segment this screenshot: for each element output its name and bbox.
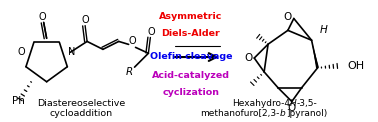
Text: O: O (147, 27, 155, 37)
Text: OH: OH (347, 61, 364, 71)
Text: O: O (284, 11, 292, 21)
Text: cycloaddition: cycloaddition (50, 109, 113, 118)
Text: Hexahydro-4: Hexahydro-4 (232, 99, 290, 108)
Text: O: O (81, 15, 89, 25)
Text: b: b (280, 109, 286, 118)
Text: -3,5-: -3,5- (297, 99, 318, 108)
Text: Asymmetric: Asymmetric (159, 12, 223, 21)
Text: Acid-catalyzed: Acid-catalyzed (152, 71, 230, 80)
Text: Olefin cleavage: Olefin cleavage (150, 52, 232, 61)
Text: methanofuro[2,3-: methanofuro[2,3- (201, 109, 280, 118)
Text: O: O (17, 47, 25, 57)
Polygon shape (311, 40, 319, 68)
Text: O: O (244, 53, 253, 63)
Text: N: N (68, 47, 75, 57)
Text: O: O (288, 103, 296, 113)
Text: O: O (39, 11, 46, 21)
Text: O: O (129, 36, 136, 46)
Text: ]pyranol): ]pyranol) (286, 109, 327, 118)
Text: cyclization: cyclization (163, 88, 219, 97)
Text: H: H (290, 99, 297, 108)
Text: Ph: Ph (12, 96, 25, 106)
Text: R: R (126, 67, 133, 77)
Text: Diels-Alder: Diels-Alder (161, 29, 220, 38)
Text: Diastereoselective: Diastereoselective (37, 99, 125, 108)
Text: H: H (319, 25, 327, 35)
